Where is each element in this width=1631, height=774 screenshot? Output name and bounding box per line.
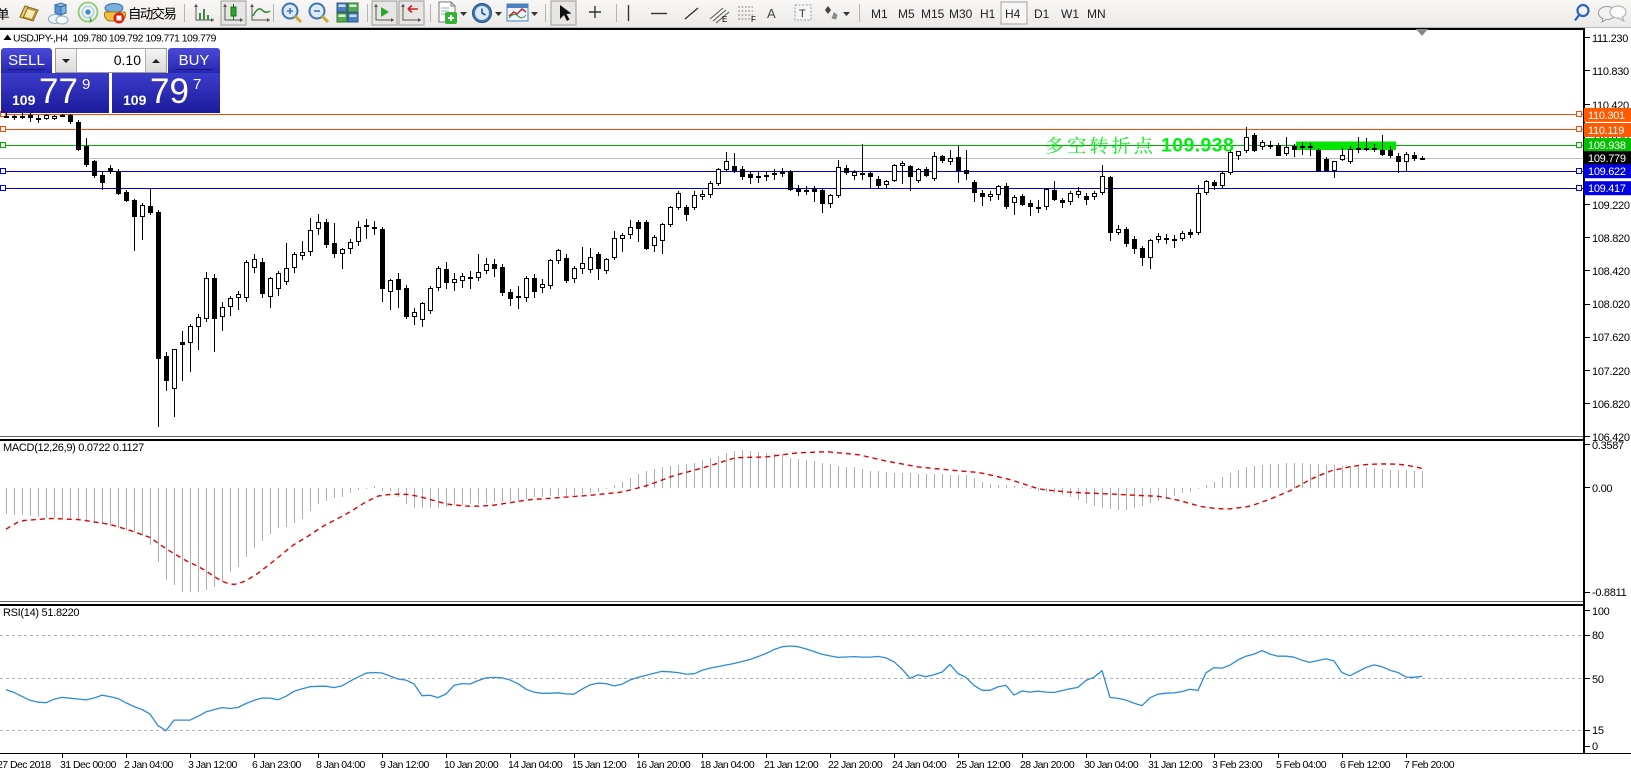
svg-text:A: A (767, 6, 776, 21)
svg-text:3 Jan 12:00: 3 Jan 12:00 (188, 759, 238, 771)
svg-text:25 Jan 12:00: 25 Jan 12:00 (956, 759, 1011, 771)
svg-text:109.938: 109.938 (1588, 140, 1626, 152)
svg-text:111.230: 111.230 (1592, 33, 1628, 45)
svg-text:108.820: 108.820 (1592, 233, 1630, 245)
svg-text:0.00: 0.00 (1592, 483, 1612, 495)
svg-text:106.820: 106.820 (1592, 399, 1630, 411)
svg-text:109.622: 109.622 (1588, 166, 1626, 178)
svg-text:7 Feb 20:00: 7 Feb 20:00 (1404, 759, 1455, 771)
svg-text:16 Jan 20:00: 16 Jan 20:00 (636, 759, 691, 771)
svg-text:109.417: 109.417 (1588, 183, 1626, 195)
svg-text:30 Jan 04:00: 30 Jan 04:00 (1084, 759, 1139, 771)
svg-text:D1: D1 (1034, 7, 1050, 21)
svg-text:15: 15 (1592, 725, 1604, 737)
svg-text:100: 100 (1592, 606, 1610, 618)
svg-text:31 Dec 00:00: 31 Dec 00:00 (60, 759, 117, 771)
svg-text:21 Jan 12:00: 21 Jan 12:00 (764, 759, 819, 771)
svg-text:22 Jan 20:00: 22 Jan 20:00 (828, 759, 883, 771)
svg-text:109.779: 109.779 (1588, 153, 1626, 165)
svg-text:M15: M15 (921, 7, 945, 21)
svg-text:MACD(12,26,9) 0.0722 0.1127: MACD(12,26,9) 0.0722 0.1127 (3, 442, 144, 454)
svg-text:109.938: 109.938 (1161, 135, 1234, 157)
svg-text:50: 50 (1592, 674, 1604, 686)
svg-text:108.420: 108.420 (1592, 266, 1630, 278)
svg-text:28 Jan 20:00: 28 Jan 20:00 (1020, 759, 1075, 771)
svg-text:MN: MN (1087, 7, 1106, 21)
svg-text:2 Jan 04:00: 2 Jan 04:00 (124, 759, 174, 771)
svg-text:USDJPY-,H4 109.780 109.792 10: USDJPY-,H4 109.780 109.792 109.771 109.7… (13, 34, 217, 45)
svg-text:108.020: 108.020 (1592, 299, 1630, 311)
svg-text:24 Jan 04:00: 24 Jan 04:00 (892, 759, 947, 771)
svg-text:31 Jan 12:00: 31 Jan 12:00 (1148, 759, 1203, 771)
svg-text:H1: H1 (980, 7, 996, 21)
svg-text:-0.8811: -0.8811 (1592, 587, 1627, 599)
svg-text:T: T (799, 8, 806, 20)
svg-text:10 Jan 20:00: 10 Jan 20:00 (444, 759, 499, 771)
svg-text:110.830: 110.830 (1592, 66, 1629, 78)
svg-text:110.119: 110.119 (1588, 125, 1624, 137)
svg-text:9 Jan 12:00: 9 Jan 12:00 (380, 759, 430, 771)
svg-text:110.301: 110.301 (1588, 110, 1625, 122)
svg-text:107.620: 107.620 (1592, 332, 1630, 344)
svg-text:107.220: 107.220 (1592, 366, 1630, 378)
svg-text:M5: M5 (898, 7, 915, 21)
svg-text:0: 0 (1592, 741, 1598, 753)
svg-text:3 Feb 23:00: 3 Feb 23:00 (1212, 759, 1263, 771)
svg-text:5 Feb 04:00: 5 Feb 04:00 (1276, 759, 1327, 771)
svg-text:80: 80 (1592, 630, 1604, 642)
svg-text:6 Feb 12:00: 6 Feb 12:00 (1340, 759, 1391, 771)
svg-text:E: E (722, 15, 727, 24)
svg-text:M30: M30 (949, 7, 973, 21)
svg-text:8 Jan 04:00: 8 Jan 04:00 (316, 759, 366, 771)
svg-text:14 Jan 04:00: 14 Jan 04:00 (508, 759, 563, 771)
svg-text:RSI(14) 51.8220: RSI(14) 51.8220 (3, 607, 79, 619)
svg-text:109.220: 109.220 (1592, 200, 1630, 212)
svg-text:27 Dec 2018: 27 Dec 2018 (0, 759, 51, 771)
svg-text:M1: M1 (871, 7, 888, 21)
svg-text:15 Jan 12:00: 15 Jan 12:00 (572, 759, 627, 771)
svg-text:H4: H4 (1005, 7, 1021, 21)
svg-text:W1: W1 (1061, 7, 1079, 21)
svg-text:0.3587: 0.3587 (1592, 440, 1624, 452)
svg-text:6 Jan 23:00: 6 Jan 23:00 (252, 759, 302, 771)
svg-text:106.420: 106.420 (1592, 432, 1630, 444)
svg-text:18 Jan 04:00: 18 Jan 04:00 (700, 759, 755, 771)
svg-text:F: F (751, 15, 756, 24)
